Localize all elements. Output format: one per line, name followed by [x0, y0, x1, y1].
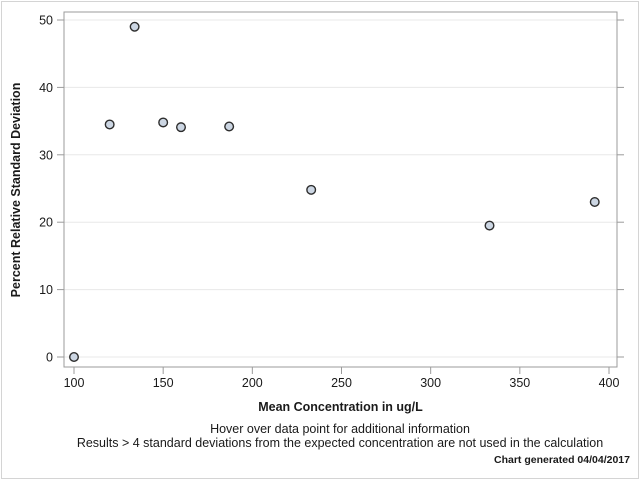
- data-point[interactable]: [484, 220, 495, 231]
- y-tick-label: 20: [39, 216, 53, 230]
- plot-frame: [63, 11, 618, 368]
- hover-hint-footnote: Hover over data point for additional inf…: [210, 422, 470, 436]
- x-axis-label: Mean Concentration in ug/L: [258, 400, 423, 414]
- y-tick-label: 30: [39, 148, 53, 162]
- exclusion-rule-footnote: Results > 4 standard deviations from the…: [76, 436, 604, 450]
- data-point[interactable]: [158, 117, 169, 128]
- data-point[interactable]: [175, 122, 186, 133]
- data-point[interactable]: [129, 21, 140, 32]
- y-tick-label: 50: [39, 14, 53, 28]
- chart-generated-timestamp: Chart generated 04/04/2017: [494, 454, 630, 466]
- x-tick-label: 150: [153, 376, 174, 390]
- y-axis-label: Percent Relative Standard Deviation: [9, 82, 23, 298]
- data-point[interactable]: [224, 121, 235, 132]
- data-point[interactable]: [68, 352, 79, 363]
- y-tick-label: 10: [39, 283, 53, 297]
- x-tick-label: 250: [331, 376, 352, 390]
- x-tick-label: 350: [509, 376, 530, 390]
- x-tick-label: 300: [420, 376, 441, 390]
- data-point[interactable]: [306, 184, 317, 195]
- y-tick-label: 40: [39, 81, 53, 95]
- y-tick-label: 0: [46, 351, 53, 365]
- x-tick-label: 100: [64, 376, 85, 390]
- data-point[interactable]: [589, 196, 600, 207]
- x-tick-label: 400: [599, 376, 620, 390]
- x-tick-label: 200: [242, 376, 263, 390]
- data-point[interactable]: [104, 119, 115, 130]
